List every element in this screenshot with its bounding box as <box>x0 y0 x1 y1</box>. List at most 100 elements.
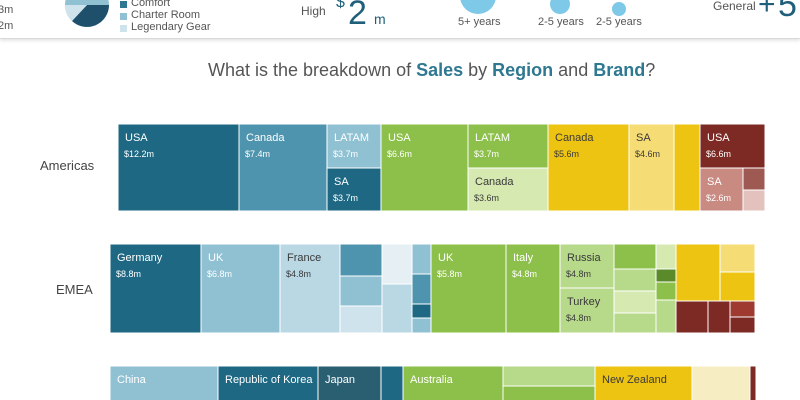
legend-swatch-charter <box>120 13 127 20</box>
cell-value: $6.6m <box>706 149 731 159</box>
treemap-cell <box>430 243 507 334</box>
high-unit: m <box>374 11 386 27</box>
cell-value: $6.6m <box>387 149 412 159</box>
tenure-label-1: 5+ years <box>458 16 501 28</box>
cell-value: $7.4m <box>245 149 270 159</box>
cell-name: New Zealand <box>602 374 667 386</box>
treemap-cell <box>699 123 766 169</box>
treemap-filler-cell <box>339 275 383 307</box>
cell-value: $3.6m <box>474 193 499 203</box>
general-plus: + <box>758 0 776 21</box>
treemap-filler-cell <box>707 300 731 334</box>
treemap-filler-cell <box>411 273 432 305</box>
cell-name: Australia <box>410 374 454 386</box>
treemap-filler-cell <box>742 167 766 191</box>
treemap-cell <box>326 123 382 169</box>
legend-legendary-gear: Legendary Gear <box>131 21 211 33</box>
treemap-cell <box>109 243 202 334</box>
left-value-2: 2m <box>0 20 14 32</box>
cell-name: Italy <box>513 252 534 264</box>
treemap-filler-cell <box>719 271 756 302</box>
cell-value: $4.8m <box>286 269 311 279</box>
cell-value: $3.7m <box>333 149 358 159</box>
left-value-1: 3m <box>0 4 14 16</box>
treemap-filler-cell <box>411 317 432 334</box>
treemap-filler-cell <box>502 385 596 400</box>
legend-comfort: Comfort <box>131 0 171 9</box>
treemap-filler-cell <box>675 300 709 334</box>
tenure-label-3: 2-5 years <box>596 16 642 28</box>
legend-swatch-legendary <box>120 25 127 32</box>
cell-name: LATAM <box>475 132 510 144</box>
treemap-cell <box>117 123 240 212</box>
treemap-cell <box>628 123 675 212</box>
cell-value: $5.8m <box>437 269 462 279</box>
treemap-cell <box>402 365 504 400</box>
treemap-filler-cell <box>655 299 677 334</box>
cell-name: China <box>117 374 147 386</box>
cell-value: $5.6m <box>554 149 579 159</box>
treemap-filler-cell <box>655 281 677 301</box>
title-dim1: Region <box>492 60 554 80</box>
cell-name: USA <box>707 132 730 144</box>
cell-value: $2.6m <box>706 193 731 203</box>
treemap-cell <box>200 243 281 334</box>
treemap-filler-cell <box>675 243 721 302</box>
cell-name: Canada <box>555 132 594 144</box>
treemap-filler-cell <box>380 365 404 400</box>
cell-value: $3.7m <box>474 149 499 159</box>
legend-charter-room: Charter Room <box>131 9 201 21</box>
treemap-filler-cell <box>381 283 413 334</box>
title-suffix: ? <box>645 60 656 80</box>
cell-name: Germany <box>117 252 163 264</box>
tenure-label-2: 2-5 years <box>538 16 584 28</box>
treemap-filler-cell <box>613 290 657 314</box>
cell-value: $12.2m <box>124 149 154 159</box>
cell-name: LATAM <box>334 132 369 144</box>
tenure-bubble-2 <box>550 0 570 14</box>
cell-name: Canada <box>246 132 285 144</box>
treemap-cell <box>217 365 319 400</box>
cell-name: SA <box>334 176 349 188</box>
treemap-filler-cell <box>749 365 757 400</box>
cell-value: $4.8m <box>566 269 591 279</box>
title-and: and <box>553 60 594 80</box>
cell-name: France <box>287 252 321 264</box>
treemap-filler-cell <box>729 316 756 334</box>
summary-strip: 3m 2m Comfort Charter Room Legendary Gea… <box>0 0 800 39</box>
treemap-filler-cell <box>655 268 677 283</box>
general-value: 5 <box>778 0 797 24</box>
tenure-bubble-3 <box>612 2 626 16</box>
cell-name: SA <box>636 132 651 144</box>
brand-donut <box>65 0 109 27</box>
region-label-emea: EMEA <box>56 282 93 297</box>
cell-name: USA <box>125 132 148 144</box>
cell-name: Canada <box>475 176 514 188</box>
treemap-cell <box>279 243 341 334</box>
treemap-cell <box>559 243 615 289</box>
legend-swatch-comfort <box>120 1 127 8</box>
chart-title: What is the breakdown of Sales by Region… <box>0 60 800 81</box>
cell-name: SA <box>707 176 722 188</box>
region-label-americas: Americas <box>40 158 95 173</box>
treemap-filler-cell <box>339 243 383 277</box>
cell-value: $3.7m <box>333 193 358 203</box>
title-metric: Sales <box>416 60 464 80</box>
cell-name: Republic of Korea <box>225 374 313 386</box>
cell-value: $4.6m <box>635 149 660 159</box>
treemap-cell <box>505 243 561 334</box>
treemap-cell <box>673 123 701 212</box>
high-currency: $ <box>336 0 345 11</box>
cell-name: Japan <box>325 374 355 386</box>
title-by: by <box>463 60 493 80</box>
treemap-cell <box>699 167 744 212</box>
title-dim2: Brand <box>593 60 646 80</box>
cell-value: $4.8m <box>566 313 591 323</box>
cell-name: UK <box>438 252 454 264</box>
treemap-filler-cell <box>613 243 657 270</box>
treemap-cell <box>467 123 549 169</box>
treemap-filler-cell <box>381 243 413 285</box>
treemap-filler-cell <box>502 365 596 387</box>
treemap-filler-cell <box>613 312 657 334</box>
